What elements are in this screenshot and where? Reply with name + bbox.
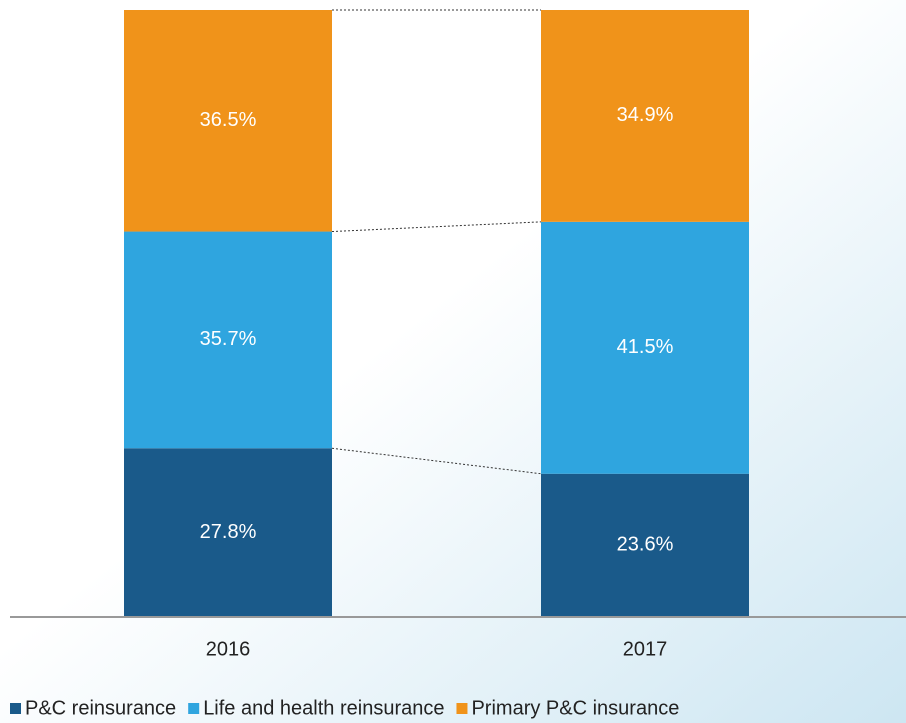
connector (331, 447, 542, 475)
x-tick-label: 2017 (623, 638, 668, 660)
connector (331, 221, 542, 233)
bar-segment (124, 231, 332, 449)
x-tick-label: 2016 (206, 638, 251, 660)
value-label: 36.5% (200, 109, 257, 131)
legend-swatch (456, 703, 468, 714)
value-label: 41.5% (617, 336, 674, 358)
legend-label: Life and health reinsurance (203, 697, 444, 719)
bar-segment (541, 10, 749, 222)
value-label: 34.9% (617, 104, 674, 126)
legend-label: Primary P&C insurance (471, 697, 679, 719)
bar-segment (124, 448, 332, 617)
bar-segment (541, 221, 749, 474)
legend-swatch (188, 703, 200, 714)
value-label: 27.8% (200, 521, 257, 543)
bar-segment (124, 10, 332, 232)
value-label: 23.6% (617, 534, 674, 556)
legend-swatch (10, 703, 21, 714)
legend-label: P&C reinsurance (25, 697, 176, 719)
bar-segment (541, 473, 749, 617)
value-label: 35.7% (200, 328, 257, 350)
